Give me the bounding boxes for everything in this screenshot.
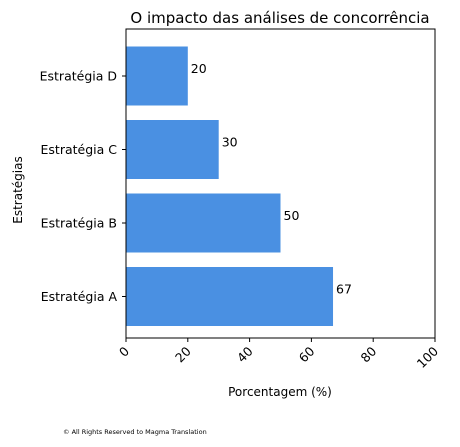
x-ticks: 0 20 40 60 80 100 <box>116 338 441 371</box>
bar-estrat-gia-d <box>126 46 188 106</box>
bar-estrat-gia-b <box>126 193 281 253</box>
x-tick-label: 100 <box>414 343 442 371</box>
chart-title: O impacto das análises de concorrência <box>130 9 429 27</box>
y-tick-labels: Estratégia A Estratégia B Estratégia C Estr… <box>40 69 126 304</box>
y-axis-label: Estratégias <box>11 156 25 223</box>
y-tick-label: Estratégia A <box>41 289 118 304</box>
x-tick-label: 60 <box>296 343 318 365</box>
y-tick-label: Estratégia C <box>41 142 118 157</box>
x-tick-label: 20 <box>172 343 194 365</box>
bar-value-label: 20 <box>191 61 207 76</box>
bar-value-label: 30 <box>222 135 238 150</box>
plot-frame <box>125 28 436 339</box>
x-tick-label: 0 <box>116 343 132 359</box>
bar-value-label: 50 <box>284 208 300 223</box>
bar-value-label: 67 <box>336 282 352 297</box>
x-tick-label: 80 <box>357 343 379 365</box>
x-tick-label: 40 <box>234 343 256 365</box>
y-tick-label: Estratégia D <box>40 69 117 84</box>
bar-estrat-gia-c <box>126 120 219 179</box>
bar-estrat-gia-a <box>126 267 334 326</box>
x-axis-label: Porcentagem (%) <box>228 385 332 399</box>
copyright-footer: © All Rights Reserved to Magma Translati… <box>63 428 207 436</box>
bars-group: 67 50 30 20 <box>126 46 352 326</box>
y-tick-label: Estratégia B <box>41 216 117 231</box>
